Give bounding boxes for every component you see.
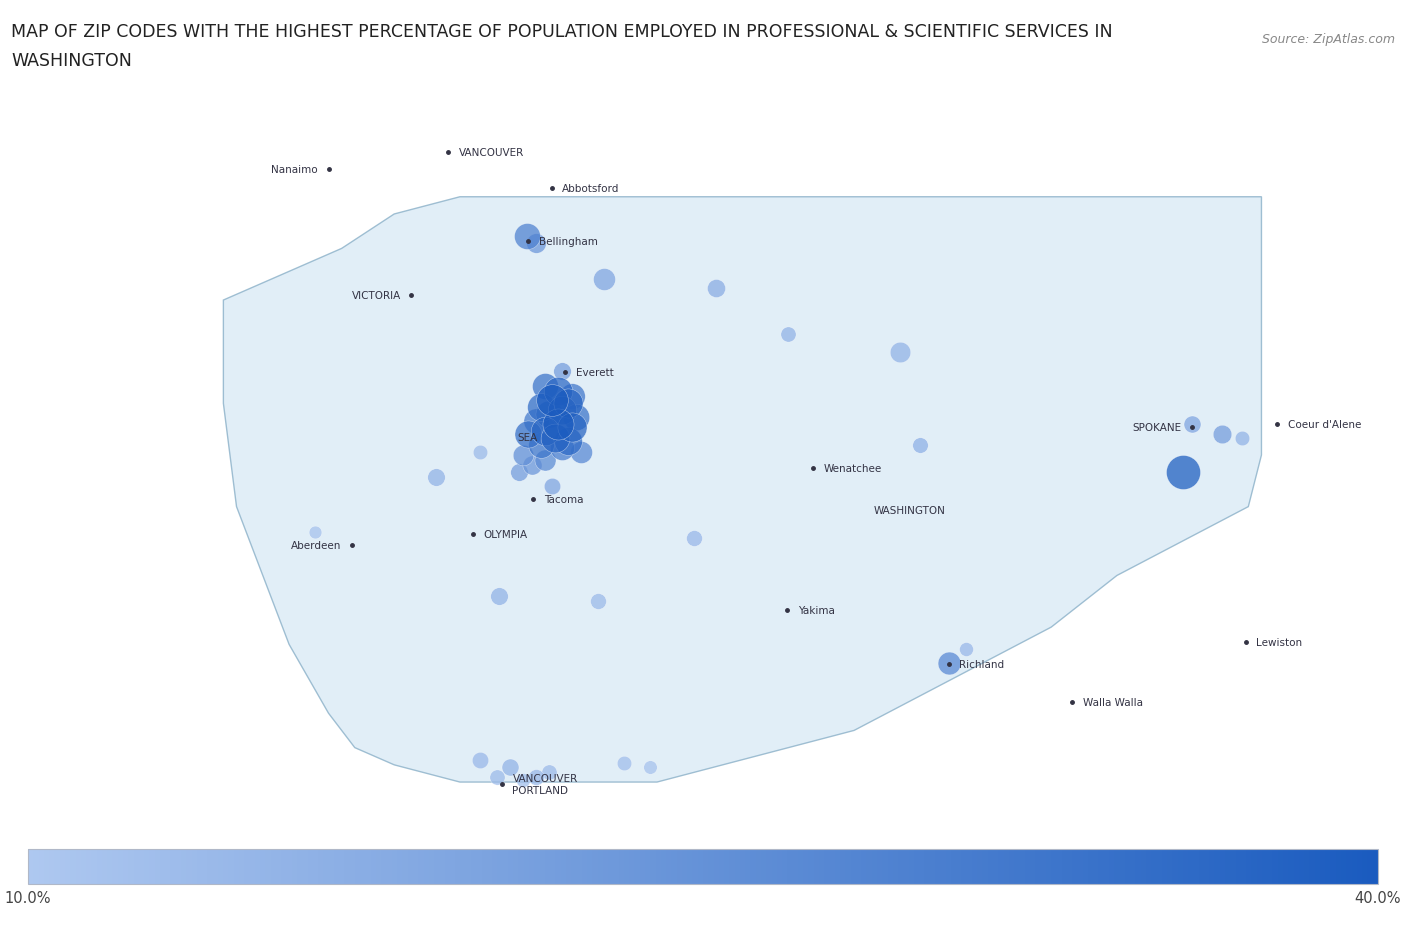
Point [538,407,561,422]
Point [524,414,547,429]
Point [551,364,574,379]
Point [508,465,530,480]
Text: MAP OF ZIP CODES WITH THE HIGHEST PERCENTAGE OF POPULATION EMPLOYED IN PROFESSIO: MAP OF ZIP CODES WITH THE HIGHEST PERCEN… [11,23,1114,41]
Point [541,479,564,494]
Text: Source: ZipAtlas.com: Source: ZipAtlas.com [1261,33,1395,46]
Point [543,431,565,446]
Text: VICTORIA: VICTORIA [352,290,401,300]
Point [551,441,574,456]
Point [547,385,569,400]
Point [522,459,544,474]
Point [468,445,491,460]
Point [1171,465,1194,480]
Point [1211,428,1233,443]
Text: Tacoma: Tacoma [544,494,583,505]
Point [538,765,561,780]
Point [517,428,540,443]
Point [425,471,447,486]
Point [557,397,579,412]
Point [530,400,553,415]
Text: Coeur d'Alene: Coeur d'Alene [1288,419,1361,430]
Text: Abbotsford: Abbotsford [562,184,620,194]
Text: WASHINGTON: WASHINGTON [873,505,945,516]
Point [586,594,609,609]
Text: Yakima: Yakima [797,606,835,615]
Point [512,773,534,788]
Point [778,328,800,343]
Text: WASHINGTON: WASHINGTON [11,51,132,69]
Point [557,434,579,449]
Point [955,642,977,657]
Text: SEA: SEA [517,432,537,443]
Text: VANCOUVER
PORTLAND: VANCOUVER PORTLAND [512,773,578,795]
Point [561,420,583,435]
Point [613,755,636,770]
Point [534,453,557,468]
Point [468,753,491,768]
Point [499,759,522,774]
Text: Bellingham: Bellingham [538,237,598,246]
Text: Walla Walla: Walla Walla [1083,697,1143,708]
Point [938,656,960,671]
Point [516,229,538,244]
Point [541,393,564,408]
Text: OLYMPIA: OLYMPIA [484,530,527,539]
Point [593,272,616,287]
Point [524,237,547,252]
Point [551,403,574,418]
Text: Wenatchee: Wenatchee [824,463,882,474]
Text: Nanaimo: Nanaimo [271,165,318,175]
Point [569,445,592,460]
Point [564,410,586,425]
Point [524,769,547,784]
Text: Everett: Everett [575,368,613,378]
Text: Lewiston: Lewiston [1256,637,1302,647]
Polygon shape [224,197,1261,782]
Point [640,759,662,774]
Point [1230,431,1253,446]
Text: Aberdeen: Aberdeen [291,541,342,550]
Point [530,438,553,453]
Point [682,531,704,546]
Text: Richland: Richland [959,660,1004,669]
Point [908,438,931,453]
Point [534,379,557,394]
Point [561,389,583,404]
Point [488,589,510,604]
Point [534,424,557,439]
Point [889,344,911,359]
Point [547,417,569,432]
Text: VANCOUVER: VANCOUVER [458,148,524,158]
Point [512,448,534,463]
Point [1181,417,1204,432]
Point [485,769,508,784]
Text: SPOKANE: SPOKANE [1132,423,1181,433]
Point [304,525,326,540]
Point [704,281,727,296]
